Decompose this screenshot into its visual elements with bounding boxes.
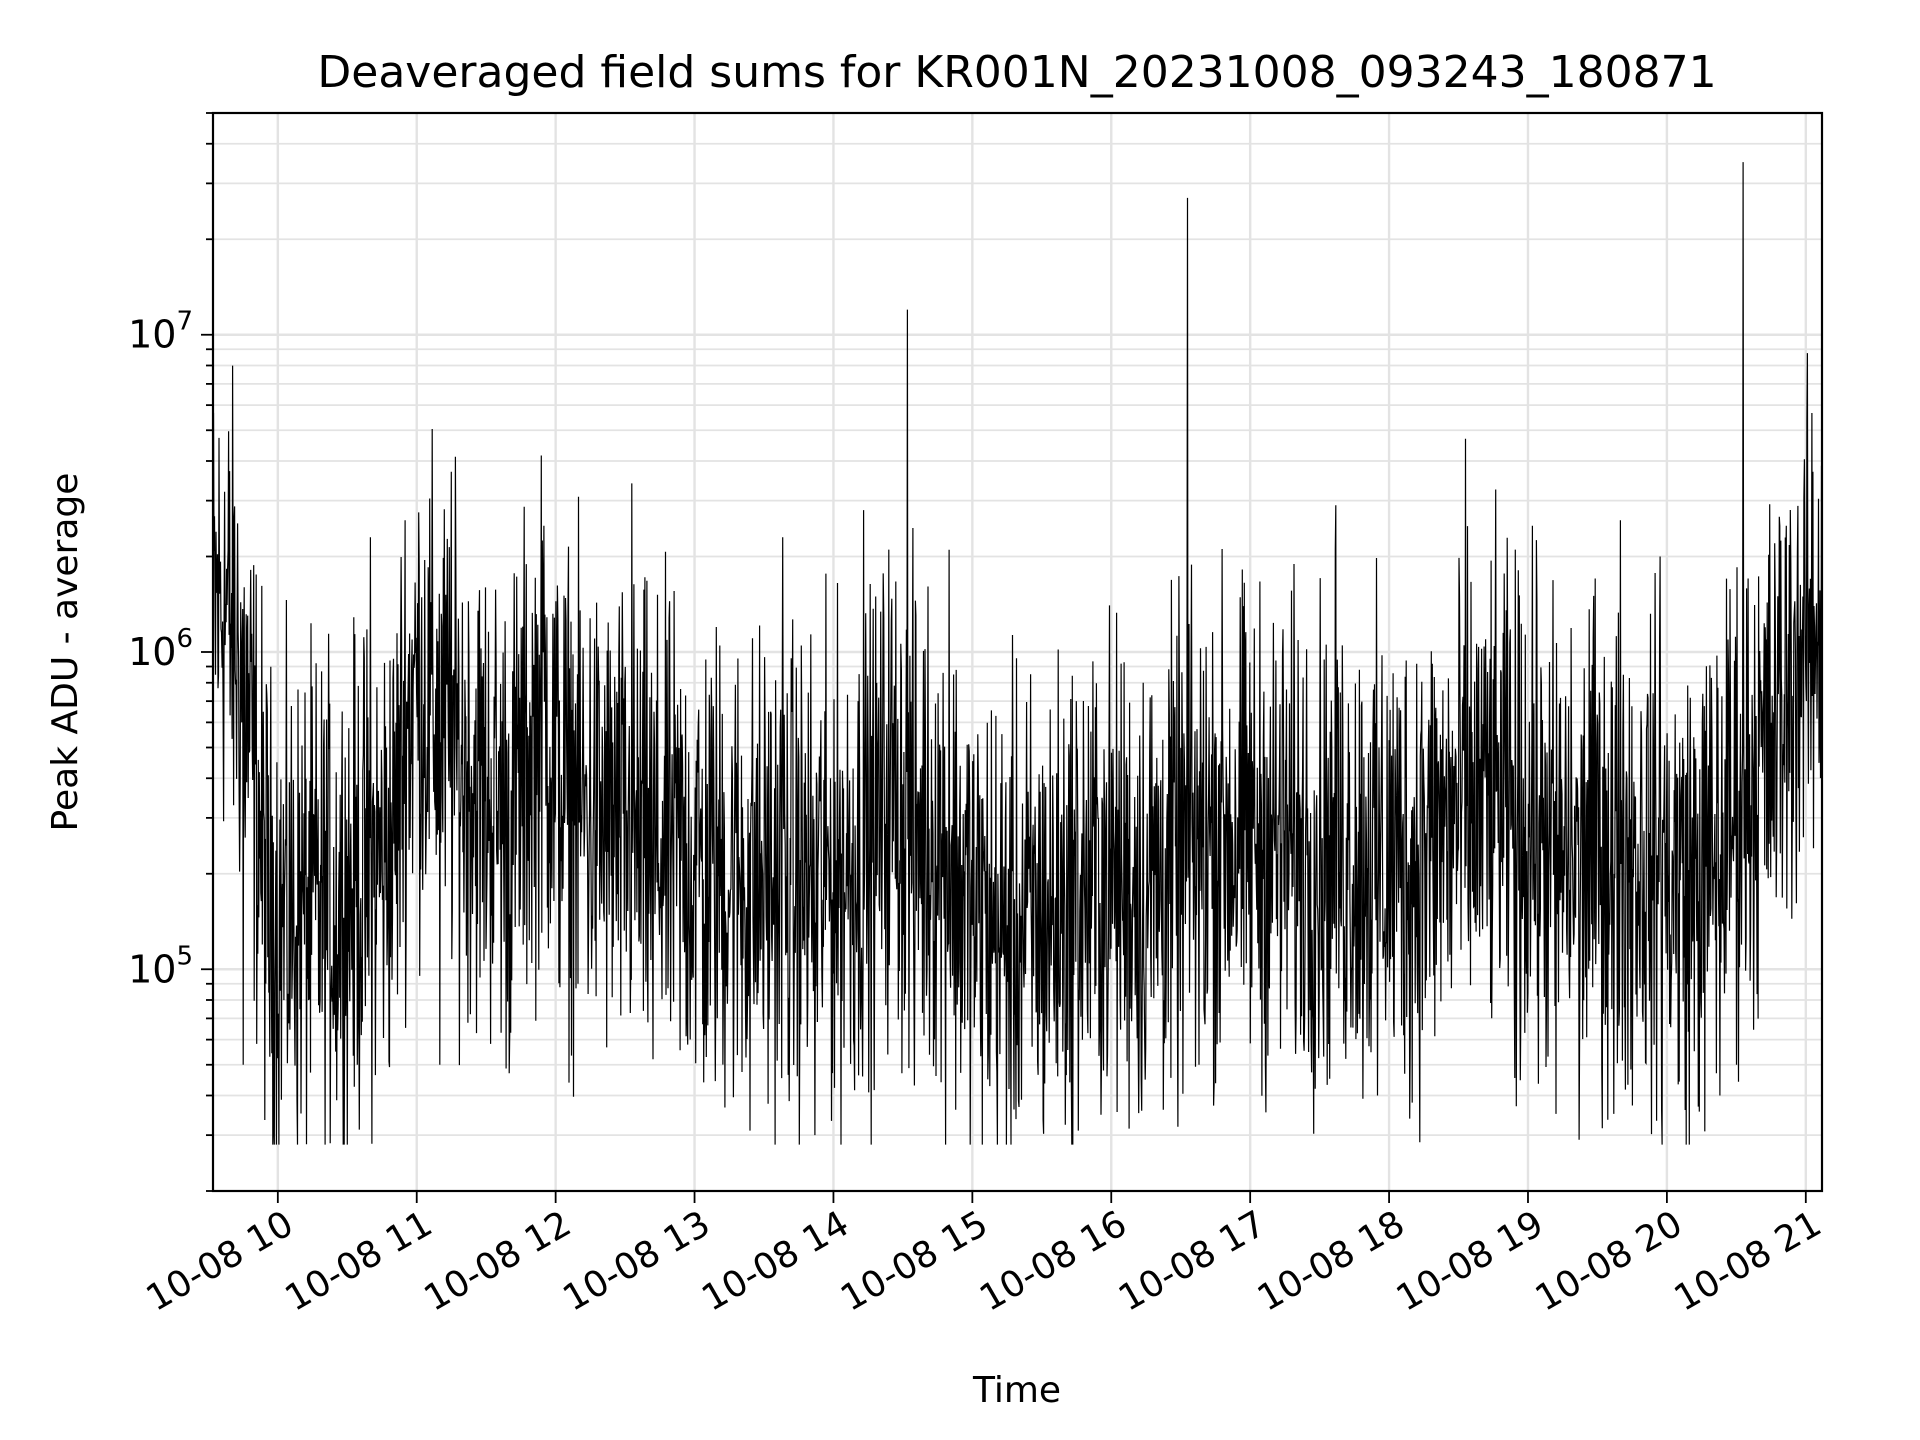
y-axis-label: Peak ADU - average: [45, 473, 86, 832]
y-axis: 105 106 107: [128, 112, 213, 1192]
y-tick-label: 105: [128, 941, 193, 991]
series-path: [212, 162, 1823, 1145]
chart-title: Deaveraged field sums for KR001N_2023100…: [317, 47, 1716, 98]
y-tick-label: 106: [128, 624, 193, 674]
series-line: [212, 162, 1823, 1145]
x-axis-label: Time: [972, 1370, 1061, 1411]
y-tick-label: 107: [128, 307, 193, 357]
